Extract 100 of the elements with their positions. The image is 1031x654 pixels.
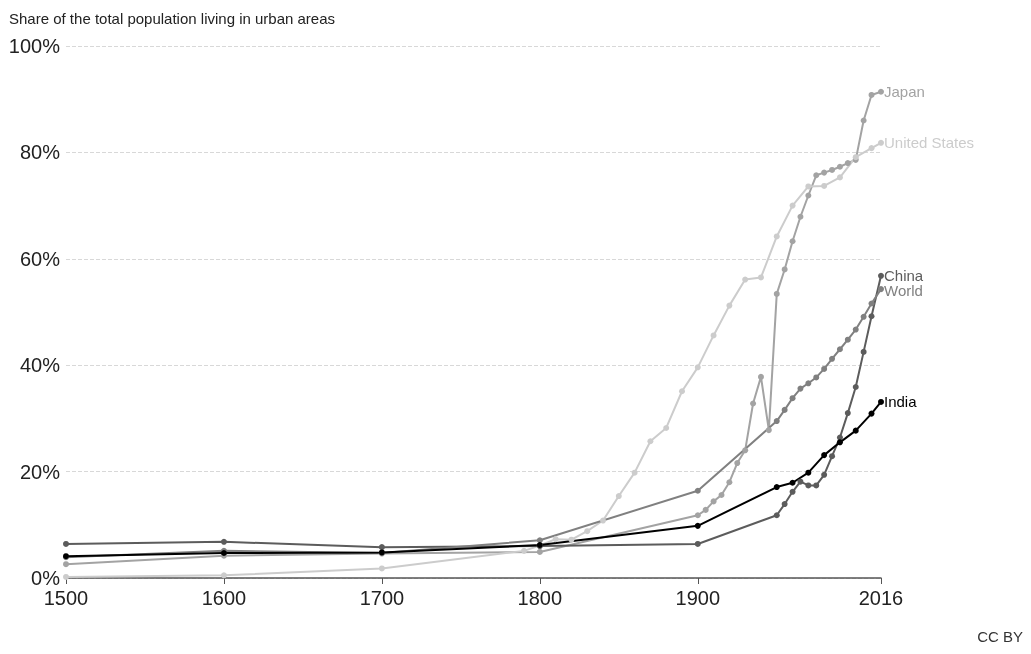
point — [742, 447, 749, 454]
point — [781, 266, 788, 273]
point — [718, 492, 725, 499]
point — [773, 290, 780, 297]
point — [773, 484, 780, 491]
point — [844, 160, 851, 167]
point — [821, 452, 828, 459]
point — [694, 512, 701, 519]
point — [860, 117, 867, 124]
point — [829, 453, 836, 460]
chart-title: Share of the total population living in urban areas — [9, 10, 336, 27]
point — [568, 536, 575, 543]
point — [552, 536, 559, 543]
point — [860, 313, 867, 320]
point — [726, 479, 733, 486]
point — [860, 348, 867, 355]
point — [868, 313, 875, 320]
point — [878, 398, 884, 405]
series-label: China — [884, 267, 924, 285]
x-tick-label: 1900 — [675, 587, 721, 609]
point — [868, 91, 875, 98]
point — [631, 469, 638, 476]
point — [797, 213, 804, 220]
y-tick-label: 80% — [19, 141, 61, 164]
point — [813, 482, 820, 489]
x-tick-label: 1800 — [517, 587, 563, 609]
x-tick-label: 1600 — [201, 587, 247, 609]
text: CC BY — [977, 628, 1023, 645]
point — [63, 573, 69, 580]
y-tick-label: 60% — [19, 247, 61, 270]
point — [726, 302, 733, 309]
point — [821, 471, 828, 478]
point — [694, 487, 701, 494]
point — [813, 172, 820, 179]
point — [773, 233, 780, 240]
point — [868, 145, 875, 152]
point — [797, 385, 804, 392]
x-tick-label: 1500 — [43, 587, 89, 609]
point — [868, 300, 875, 307]
point — [781, 406, 788, 413]
y-tick-label: 0% — [31, 567, 61, 589]
point — [805, 482, 812, 489]
point — [829, 166, 836, 173]
series-label: India — [884, 393, 918, 411]
point — [789, 488, 796, 495]
x-tick-label: 1700 — [359, 587, 405, 609]
point — [797, 478, 804, 485]
point — [878, 139, 884, 146]
point — [663, 424, 670, 431]
point — [750, 400, 757, 407]
point — [829, 355, 836, 362]
point — [878, 88, 884, 95]
point — [821, 169, 828, 176]
point — [757, 373, 764, 380]
point — [836, 174, 843, 181]
point — [878, 272, 884, 279]
point — [844, 410, 851, 417]
point — [220, 538, 227, 545]
point — [765, 427, 772, 434]
point — [521, 547, 528, 554]
point — [647, 438, 654, 445]
point — [836, 439, 843, 446]
point — [536, 537, 543, 544]
point — [813, 374, 820, 381]
point — [694, 522, 701, 529]
point — [878, 286, 884, 293]
point — [220, 572, 227, 579]
point — [742, 276, 749, 283]
point — [836, 163, 843, 170]
point — [378, 565, 385, 572]
point — [584, 528, 591, 535]
point — [805, 469, 812, 476]
point — [63, 561, 69, 568]
point — [789, 238, 796, 245]
x-tick-label: 2016 — [858, 587, 904, 609]
point — [773, 418, 780, 425]
point — [536, 548, 543, 555]
point — [789, 202, 796, 209]
point — [805, 380, 812, 387]
point — [781, 501, 788, 508]
point — [734, 460, 741, 467]
point — [821, 365, 828, 372]
point — [702, 506, 709, 513]
point — [678, 388, 685, 395]
point — [852, 427, 859, 434]
point — [789, 395, 796, 402]
point — [694, 540, 701, 547]
point — [615, 493, 622, 500]
point — [757, 274, 764, 281]
y-tick-label: 40% — [19, 354, 61, 377]
point — [600, 517, 607, 524]
point — [805, 183, 812, 190]
point — [710, 332, 717, 339]
point — [868, 410, 875, 417]
point — [378, 544, 385, 551]
point — [852, 384, 859, 391]
point — [63, 540, 69, 547]
y-tick-label: 20% — [19, 460, 61, 483]
point — [789, 479, 796, 486]
point — [773, 512, 780, 519]
